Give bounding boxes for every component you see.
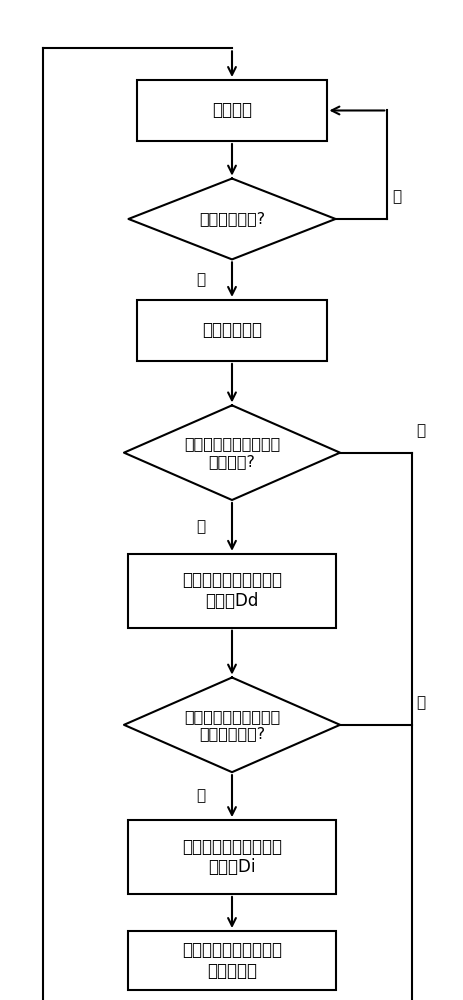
Text: 是: 是 [195,789,205,804]
Text: 转速偏差在启动微分调
节范围内?: 转速偏差在启动微分调 节范围内? [183,436,280,469]
Text: 按照公式计算微分部分
占空比Dd: 按照公式计算微分部分 占空比Dd [181,571,282,610]
Text: 按照公式计算积分部分
占空比Di: 按照公式计算积分部分 占空比Di [181,838,282,876]
FancyBboxPatch shape [128,554,335,628]
Text: 是: 是 [195,519,205,534]
Text: 转速检测完成?: 转速检测完成? [199,211,264,226]
Text: 否: 否 [391,189,400,204]
FancyBboxPatch shape [128,820,335,894]
FancyBboxPatch shape [137,300,326,361]
FancyBboxPatch shape [137,80,326,141]
Text: 否: 否 [416,695,425,710]
Text: 按照平滑公式求出最终
的占空比值: 按照平滑公式求出最终 的占空比值 [181,941,282,980]
Text: 占空比和转速稳定进入
积分调节范围?: 占空比和转速稳定进入 积分调节范围? [183,709,280,741]
FancyBboxPatch shape [128,931,335,990]
Text: 转速检测: 转速检测 [212,101,251,119]
Text: 是: 是 [195,272,205,287]
Text: 否: 否 [416,423,425,438]
Text: 转速偏差计算: 转速偏差计算 [201,321,262,339]
